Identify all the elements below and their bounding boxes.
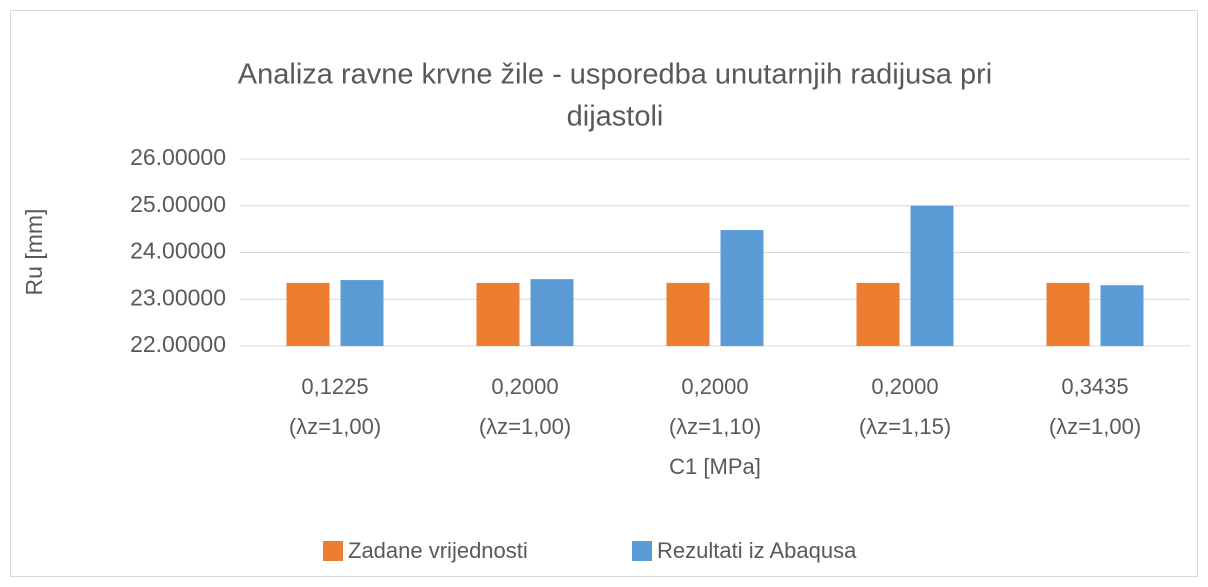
- bar: [476, 282, 520, 346]
- x-tick-label: 0,2000: [491, 374, 558, 399]
- legend-label: Zadane vrijednosti: [348, 538, 528, 563]
- x-tick-label: (λz=1,10): [669, 414, 761, 439]
- x-tick-label: (λz=1,15): [859, 414, 951, 439]
- legend-swatch: [632, 541, 652, 561]
- y-tick-label: 23.00000: [130, 284, 226, 310]
- x-tick-label: 0,3435: [1061, 374, 1128, 399]
- legend-label: Rezultati iz Abaqusa: [657, 538, 857, 563]
- y-tick-label: 25.00000: [130, 191, 226, 217]
- y-tick-label: 26.00000: [130, 144, 226, 170]
- bar: [1046, 282, 1090, 346]
- bar: [666, 282, 710, 346]
- bar: [910, 205, 954, 346]
- x-tick-label: 0,1225: [301, 374, 368, 399]
- legend-swatch: [323, 541, 343, 561]
- x-tick-label: 0,2000: [871, 374, 938, 399]
- x-tick-label: (λz=1,00): [479, 414, 571, 439]
- bar: [530, 279, 574, 346]
- bar: [720, 230, 764, 346]
- bar: [286, 282, 330, 346]
- bar: [856, 282, 900, 346]
- x-tick-label: (λz=1,00): [1049, 414, 1141, 439]
- bar: [340, 280, 384, 346]
- x-axis-label: C1 [MPa]: [669, 454, 761, 479]
- y-tick-label: 22.00000: [130, 331, 226, 357]
- y-tick-label: 24.00000: [130, 238, 226, 264]
- x-tick-label: (λz=1,00): [289, 414, 381, 439]
- chart-title: Analiza ravne krvne žile - usporedba unu…: [238, 59, 992, 91]
- y-axis-label: Ru [mm]: [21, 209, 47, 296]
- x-tick-label: 0,2000: [681, 374, 748, 399]
- chart-title: dijastoli: [567, 101, 664, 133]
- bar: [1100, 285, 1144, 346]
- chart-border: [10, 10, 1198, 577]
